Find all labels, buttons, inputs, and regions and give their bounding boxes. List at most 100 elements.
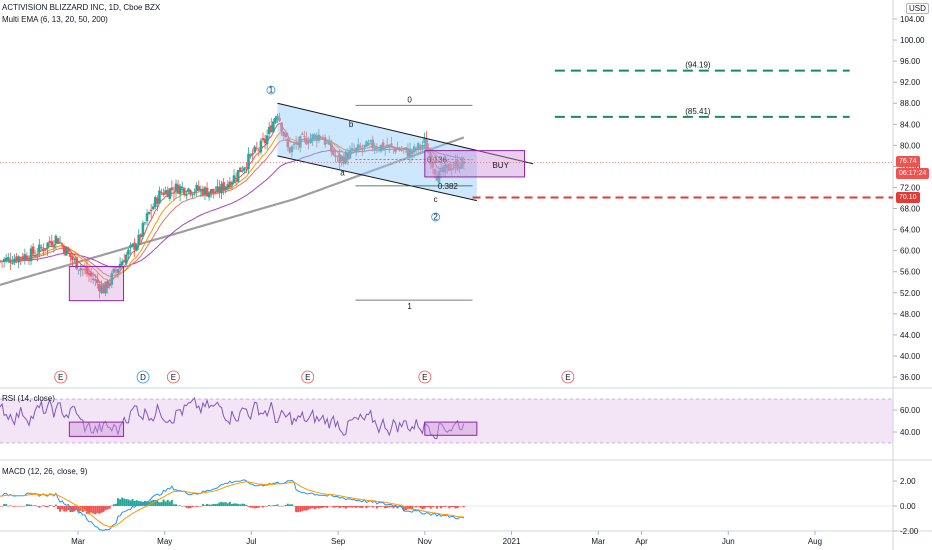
candle — [96, 273, 99, 289]
candle — [164, 186, 167, 195]
candle — [6, 252, 10, 264]
candle — [46, 242, 49, 256]
candle — [288, 146, 292, 154]
macd-histogram-bar — [5, 504, 8, 506]
macd-histogram-bar — [137, 501, 140, 506]
candle — [151, 203, 155, 210]
macd-histogram-bar — [288, 504, 291, 506]
macd-histogram-bar — [384, 506, 387, 509]
candle-body — [102, 285, 105, 294]
candle-body — [81, 268, 85, 270]
macd-histogram-bar — [27, 504, 30, 506]
candle — [40, 244, 43, 251]
candle — [255, 141, 259, 151]
macd-histogram-bar — [280, 505, 283, 507]
price-tick-label: 104.00 — [900, 15, 925, 24]
macd-histogram-bar — [36, 505, 39, 507]
candle — [182, 187, 186, 197]
candle-body — [414, 148, 418, 151]
candle-body — [11, 263, 14, 264]
candle — [154, 195, 157, 210]
macd-histogram-bar — [67, 506, 70, 510]
candle-body — [267, 126, 271, 135]
candle — [379, 144, 383, 153]
candle-body — [91, 278, 95, 280]
rsi-line — [0, 396, 465, 440]
macd-histogram-bar — [245, 505, 248, 506]
candle-body — [120, 261, 124, 266]
candle-body — [419, 145, 422, 149]
candle-body — [143, 222, 147, 224]
candle-body — [456, 159, 459, 170]
candle-body — [402, 148, 406, 149]
rsi-tick-label: 40.00 — [900, 428, 921, 437]
candle — [110, 270, 114, 288]
macd-histogram-bar — [230, 503, 233, 506]
macd-histogram-bar — [112, 504, 115, 506]
candle — [284, 130, 288, 141]
candle — [344, 149, 348, 165]
candle — [143, 221, 147, 226]
earnings-marker-label: E — [58, 373, 63, 382]
candle-body — [416, 143, 420, 150]
candle — [419, 143, 422, 155]
macd-histogram-bar — [272, 505, 275, 506]
candle-body — [321, 138, 325, 140]
candle — [17, 255, 20, 269]
candle — [0, 260, 4, 268]
macd-histogram-bar — [52, 506, 55, 508]
candle — [13, 253, 16, 265]
macd-histogram-bar — [197, 506, 200, 507]
candle — [390, 136, 393, 148]
candle — [381, 139, 385, 151]
macd-label[interactable]: MACD (12, 26, close, 9) — [2, 467, 88, 476]
candle-body — [338, 154, 341, 164]
macd-histogram-bar — [90, 506, 93, 513]
candle — [245, 162, 248, 174]
candle-body — [433, 169, 437, 175]
candle — [412, 143, 416, 159]
macd-histogram-bar — [433, 506, 436, 507]
ema-indicator-label[interactable]: Multi EMA (6, 13, 20, 50, 200) — [2, 15, 108, 24]
macd-histogram-bar — [454, 506, 457, 509]
candle — [460, 155, 464, 170]
candle-body — [164, 190, 167, 195]
candle-body — [305, 137, 308, 145]
candle-body — [191, 194, 194, 196]
candle — [232, 169, 236, 184]
candle-body — [135, 245, 138, 251]
candle-body — [245, 167, 248, 169]
candle — [199, 185, 203, 198]
stop-price-badge: 70.10 — [896, 192, 920, 203]
macd-histogram-bar — [377, 506, 380, 507]
macd-histogram-bar — [185, 506, 188, 508]
candle-body — [216, 186, 219, 192]
candle-body — [9, 259, 12, 263]
candle — [371, 135, 375, 152]
candle-body — [27, 260, 31, 261]
macd-histogram-bar — [117, 498, 120, 506]
candle-body — [317, 134, 321, 141]
macd-histogram-bar — [328, 506, 331, 507]
candle-body — [185, 194, 188, 196]
macd-histogram-bar — [15, 506, 18, 507]
countdown-badge: 06:17:24 — [896, 168, 930, 179]
currency-label[interactable]: USD — [906, 3, 929, 14]
candle — [120, 258, 124, 266]
macd-histogram-bar — [450, 506, 453, 508]
candle — [342, 153, 346, 167]
macd-histogram-bar — [324, 506, 327, 508]
macd-histogram-bar — [342, 506, 345, 508]
macd-histogram-bar — [382, 506, 385, 507]
macd-histogram-bar — [133, 500, 136, 506]
candle-body — [448, 163, 451, 171]
candle — [209, 188, 213, 198]
rsi-label[interactable]: RSI (14, close) — [2, 394, 55, 403]
candle-body — [294, 142, 298, 145]
macd-histogram-bar — [154, 499, 157, 506]
price-tick-label: 84.00 — [900, 120, 921, 129]
candle — [330, 139, 333, 157]
macd-histogram-bar — [404, 506, 407, 511]
price-tick-label: 96.00 — [900, 57, 921, 66]
